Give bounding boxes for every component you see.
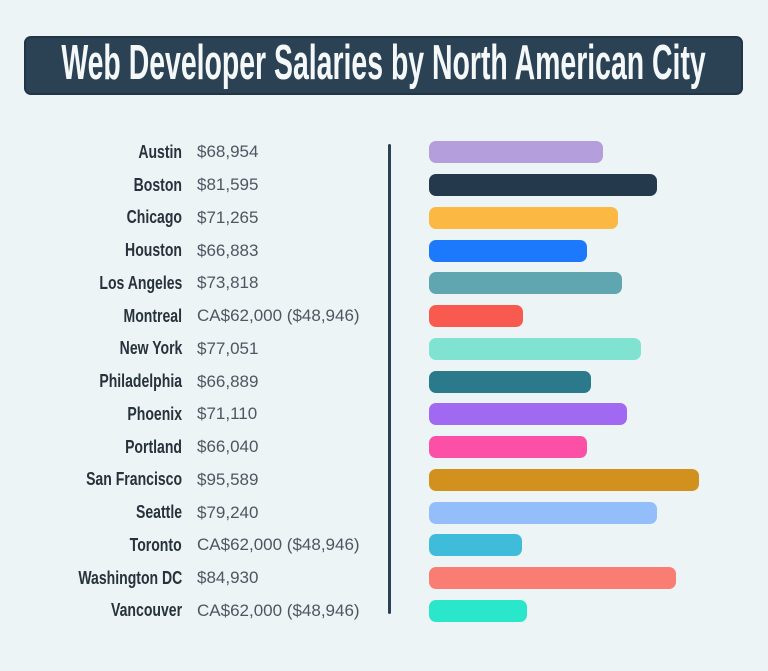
chart-row: Philadelphia $66,889 — [0, 365, 768, 398]
chart-title: Web Developer Salaries by North American… — [61, 36, 706, 90]
salary-bar — [429, 370, 591, 393]
city-cell: Phoenix — [0, 404, 182, 425]
city-cell: Washington DC — [0, 568, 182, 589]
salary-value: $77,051 — [197, 338, 259, 358]
chart-row: Washington DC $84,930 — [0, 562, 768, 595]
chart-row: Montreal CA$62,000 ($48,946) — [0, 300, 768, 333]
city-label: San Francisco — [86, 469, 182, 490]
salary-bar — [429, 206, 618, 229]
salary-bar — [429, 337, 641, 360]
chart-row: Los Angeles $73,818 — [0, 267, 768, 300]
salary-bar — [429, 272, 622, 295]
bar-cell — [390, 174, 768, 197]
salary-value: $71,265 — [197, 207, 259, 227]
city-cell: Houston — [0, 240, 182, 261]
city-cell: Toronto — [0, 535, 182, 556]
city-label: Seattle — [135, 502, 182, 523]
city-label: Phoenix — [127, 403, 182, 424]
city-label: Philadelphia — [99, 371, 182, 392]
salary-bar — [429, 468, 699, 491]
city-cell: San Francisco — [0, 469, 182, 490]
city-cell: Seattle — [0, 502, 182, 523]
city-cell: Chicago — [0, 207, 182, 228]
bar-cell — [390, 501, 768, 524]
salary-value: CA$62,000 ($48,946) — [197, 600, 360, 620]
chart-row: Phoenix $71,110 — [0, 398, 768, 431]
bar-cell — [390, 534, 768, 557]
salary-bar — [429, 534, 522, 557]
salary-value: $73,818 — [197, 273, 259, 293]
salary-value: $66,889 — [197, 371, 259, 391]
chart-row: Austin $68,954 — [0, 136, 768, 169]
chart-row: Portland $66,040 — [0, 431, 768, 464]
salary-bar — [429, 239, 587, 262]
city-cell: Portland — [0, 437, 182, 458]
city-cell: New York — [0, 338, 182, 359]
salary-bar — [429, 436, 587, 459]
salary-bar — [429, 599, 527, 622]
salary-bar — [429, 305, 523, 328]
bar-cell — [390, 272, 768, 295]
salary-bar — [429, 174, 657, 197]
bar-cell — [390, 239, 768, 262]
salary-value: $95,589 — [197, 469, 259, 489]
chart-row: Chicago $71,265 — [0, 202, 768, 235]
chart-row: Vancouver CA$62,000 ($48,946) — [0, 595, 768, 628]
salary-value: CA$62,000 ($48,946) — [197, 535, 360, 555]
bar-cell — [390, 206, 768, 229]
city-cell: Boston — [0, 175, 182, 196]
chart-row: Houston $66,883 — [0, 234, 768, 267]
salary-value: $66,883 — [197, 240, 259, 260]
city-label: Houston — [125, 240, 182, 261]
city-cell: Montreal — [0, 306, 182, 327]
salary-value: $84,930 — [197, 568, 259, 588]
salary-bar — [429, 501, 657, 524]
bar-cell — [390, 337, 768, 360]
bar-cell — [390, 305, 768, 328]
bar-cell — [390, 436, 768, 459]
salary-bar — [429, 567, 676, 590]
salary-value: $79,240 — [197, 502, 259, 522]
city-label: Boston — [133, 174, 182, 195]
bar-cell — [390, 468, 768, 491]
bar-cell — [390, 567, 768, 590]
city-label: Toronto — [130, 534, 182, 555]
city-label: Los Angeles — [99, 272, 182, 293]
chart-row: Toronto CA$62,000 ($48,946) — [0, 529, 768, 562]
chart-rows: Austin $68,954 Boston $81,595 Chicago $71,265… — [0, 136, 768, 627]
city-label: Montreal — [123, 305, 182, 326]
city-cell: Vancouver — [0, 600, 182, 621]
city-label: Portland — [125, 436, 182, 457]
salary-value: CA$62,000 ($48,946) — [197, 306, 360, 326]
city-cell: Austin — [0, 142, 182, 163]
chart-row: New York $77,051 — [0, 333, 768, 366]
bar-cell — [390, 141, 768, 164]
salary-value: $81,595 — [197, 175, 259, 195]
chart-row: Seattle $79,240 — [0, 496, 768, 529]
title-banner: Web Developer Salaries by North American… — [24, 36, 743, 95]
divider-line — [388, 144, 391, 614]
bar-cell — [390, 370, 768, 393]
city-label: Chicago — [126, 207, 182, 228]
city-cell: Los Angeles — [0, 273, 182, 294]
city-label: New York — [119, 338, 182, 359]
chart-row: San Francisco $95,589 — [0, 464, 768, 497]
bar-cell — [390, 403, 768, 426]
city-label: Washington DC — [78, 567, 182, 588]
salary-value: $66,040 — [197, 437, 259, 457]
salary-bar — [429, 141, 603, 164]
bar-cell — [390, 599, 768, 622]
salary-value: $68,954 — [197, 142, 259, 162]
city-cell: Philadelphia — [0, 371, 182, 392]
city-label: Vancouver — [110, 600, 182, 621]
salary-value: $71,110 — [197, 404, 258, 424]
chart-row: Boston $81,595 — [0, 169, 768, 202]
salary-bar — [429, 403, 627, 426]
city-label: Austin — [138, 141, 182, 162]
